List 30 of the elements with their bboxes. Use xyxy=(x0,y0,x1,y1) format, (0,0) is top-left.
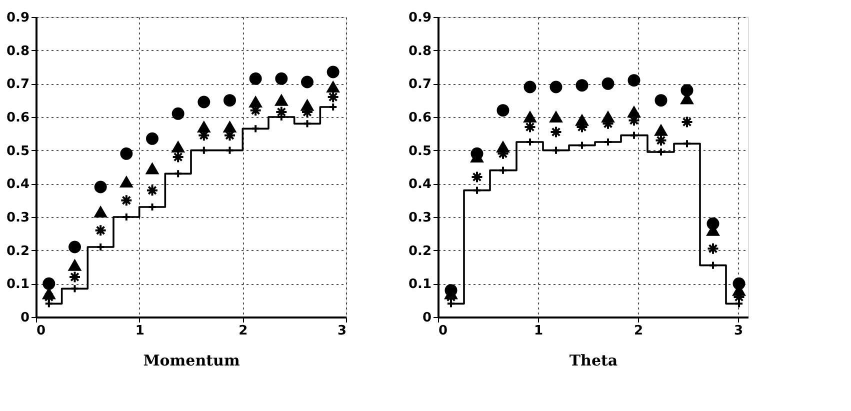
x-tick-label: 0 xyxy=(438,324,448,338)
y-tick-label: 0.5 xyxy=(408,144,432,159)
y-tick-label: 0.6 xyxy=(408,110,432,126)
x-tick-label: 2 xyxy=(238,324,248,338)
y-tick-label: 0.3 xyxy=(6,210,30,226)
y-tick-label: 0.8 xyxy=(6,44,30,59)
x-tick-label: 0 xyxy=(36,324,46,338)
y-tick-label: 0.1 xyxy=(6,277,30,292)
y-tick-label: 0.7 xyxy=(408,77,432,92)
y-tick-label: 0.2 xyxy=(408,244,432,259)
y-tick-label: 0.9 xyxy=(408,10,432,26)
y-tick-label: 0.9 xyxy=(6,10,30,26)
y-tick-label: 0.4 xyxy=(408,177,432,192)
x-axis-title: Theta xyxy=(569,352,618,370)
y-tick-label: 0 xyxy=(20,310,30,326)
y-tick-label: 0.3 xyxy=(408,210,432,226)
y-tick-label: 0.5 xyxy=(6,144,30,159)
y-tick-label: 0.2 xyxy=(6,244,30,259)
x-axis-title: Momentum xyxy=(143,352,240,370)
x-tick-label: 1 xyxy=(534,324,544,338)
y-tick-label: 0 xyxy=(422,310,432,326)
y-tick-label: 0.8 xyxy=(408,44,432,59)
y-tick-label: 0.6 xyxy=(6,110,30,126)
y-tick-label: 0.1 xyxy=(408,277,432,292)
y-tick-label: 0.7 xyxy=(6,77,30,92)
y-tick-label: 0.4 xyxy=(6,177,30,192)
x-tick-label: 3 xyxy=(337,324,346,338)
x-tick-label: 2 xyxy=(634,324,644,338)
x-tick-label: 1 xyxy=(135,324,144,338)
x-tick-label: 3 xyxy=(734,324,744,338)
